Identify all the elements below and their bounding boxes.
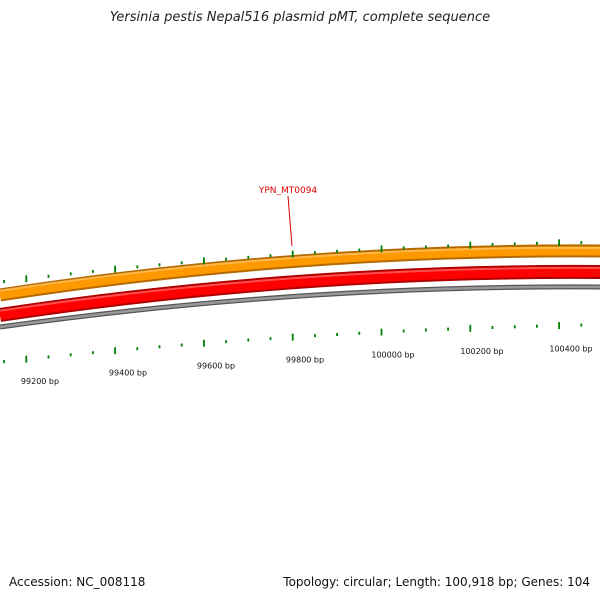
outer-tick-minor [513, 242, 516, 246]
outer-tick-major [25, 275, 28, 283]
scale-label: 99400 bp [109, 369, 147, 378]
scale-label: 99200 bp [21, 377, 59, 386]
accession-label: Accession: NC_008118 [9, 575, 146, 589]
outer-tick-minor [247, 255, 250, 259]
scale-tick-minor [336, 333, 338, 336]
outer-tick-minor [47, 274, 50, 278]
outer-tick-minor [447, 244, 449, 248]
outer-tick-major [469, 241, 472, 249]
scale-tick-major [114, 347, 116, 355]
page-title: Yersinia pestis Nepal516 plasmid pMT, co… [109, 10, 491, 25]
scale-tick-major [25, 355, 28, 363]
outer-tick-minor [158, 263, 161, 267]
outer-tick-major [114, 265, 116, 273]
outer-tick-minor [358, 248, 361, 252]
outer-tick-major [558, 239, 560, 247]
outer-tick-minor [402, 246, 405, 250]
outer-tick-marks [3, 239, 583, 283]
outer-tick-major [203, 257, 205, 265]
gene-callout-line [287, 195, 293, 247]
scale-tick-major [469, 324, 472, 332]
outer-tick-minor [136, 265, 139, 269]
outer-tick-minor [3, 280, 5, 283]
outer-tick-minor [180, 261, 183, 265]
gene-label[interactable]: YPN_MT0094 [258, 186, 318, 196]
scale-tick-minor [225, 340, 227, 344]
scale-tick-minor [447, 327, 449, 331]
outer-tick-minor [491, 243, 494, 246]
outer-tick-minor [425, 245, 427, 249]
outer-tick-major [380, 245, 383, 253]
scale-tick-minor [3, 360, 5, 364]
outer-tick-minor [225, 257, 227, 261]
scale-tick-minor [358, 331, 361, 335]
scale-tick-minor [47, 355, 50, 359]
scale-label: 99800 bp [286, 355, 324, 364]
scale-tick-minor [580, 323, 583, 327]
scale-tick-minor [491, 326, 494, 329]
scale-tick-marks [3, 322, 583, 364]
scale-tick-minor [314, 334, 316, 338]
scale-tick-minor [69, 353, 72, 357]
outer-tick-minor [69, 272, 72, 276]
scale-label: 99600 bp [197, 361, 235, 370]
scale-tick-minor [180, 343, 183, 347]
outer-tick-minor [536, 241, 538, 245]
scale-tick-minor [247, 338, 250, 342]
outer-tick-minor [580, 241, 583, 245]
scale-labels: 99200 bp 99400 bp 99600 bp 99800 bp 100000 b… [21, 344, 593, 385]
scale-tick-minor [536, 324, 538, 328]
scale-label: 100000 bp [371, 351, 414, 360]
outer-tick-minor [336, 249, 338, 253]
scale-label: 100200 bp [460, 347, 503, 356]
scale-tick-minor [425, 328, 427, 332]
outer-tick-major [291, 250, 294, 258]
scale-tick-minor [158, 345, 161, 349]
scale-tick-major [291, 333, 294, 341]
scale-tick-minor [269, 337, 272, 341]
scale-tick-major [380, 328, 383, 336]
scale-tick-minor [402, 329, 405, 333]
outer-tick-minor [269, 254, 272, 258]
scale-tick-major [203, 339, 205, 347]
scale-tick-minor [513, 325, 516, 329]
scale-tick-major [558, 322, 560, 330]
scale-label: 100400 bp [549, 344, 592, 353]
outer-tick-minor [92, 269, 94, 273]
scale-tick-minor [92, 351, 94, 355]
scale-tick-minor [136, 347, 139, 351]
topology-summary: Topology: circular; Length: 100,918 bp; … [283, 575, 590, 589]
outer-tick-minor [314, 251, 316, 255]
